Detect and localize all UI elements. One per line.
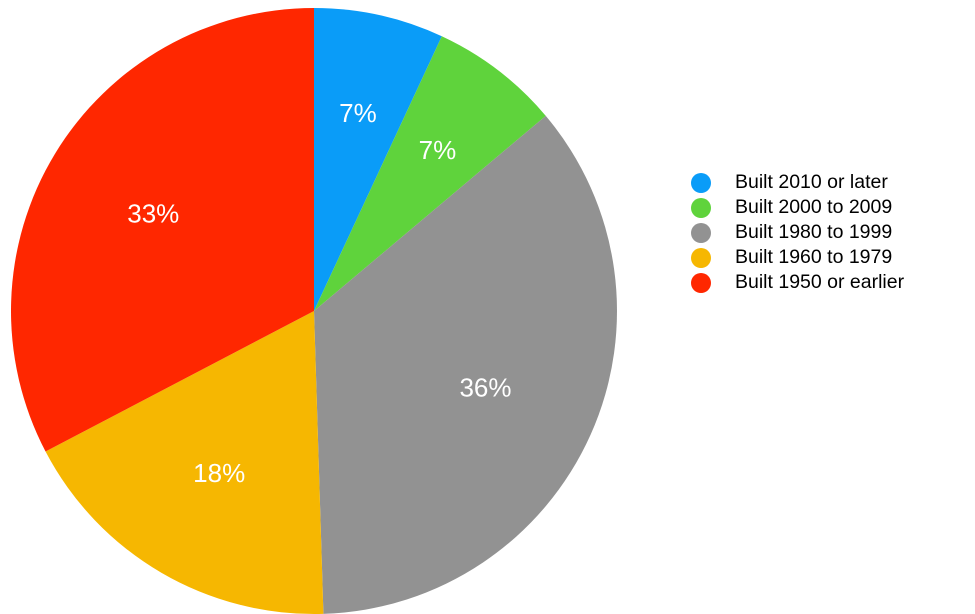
- legend-swatch: [691, 247, 711, 268]
- pie-slice: [314, 8, 442, 311]
- slice-value-label: 18%: [193, 458, 245, 488]
- legend-swatch: [691, 272, 711, 293]
- slice-value-label: 7%: [419, 135, 457, 165]
- legend-label: Built 1950 or earlier: [735, 271, 905, 293]
- legend-item: Built 1950 or earlier: [691, 270, 904, 295]
- legend-label: Built 1960 to 1979: [735, 246, 893, 268]
- pie-slice: [11, 8, 314, 452]
- pie-slice: [314, 115, 617, 614]
- legend-swatch: [691, 172, 711, 193]
- legend-label: Built 2010 or later: [735, 171, 888, 193]
- legend: Built 2010 or later Built 2000 to 2009 B…: [691, 170, 904, 295]
- legend-label: Built 1980 to 1999: [735, 221, 893, 243]
- legend-item: Built 2010 or later: [691, 170, 904, 195]
- legend-swatch: [691, 222, 711, 243]
- slice-value-label: 7%: [339, 98, 377, 128]
- legend-item: Built 1960 to 1979: [691, 245, 904, 270]
- legend-item: Built 2000 to 2009: [691, 195, 904, 220]
- legend-label: Built 2000 to 2009: [735, 196, 893, 218]
- slice-value-label: 33%: [127, 199, 179, 229]
- legend-swatch: [691, 197, 711, 218]
- legend-item: Built 1980 to 1999: [691, 220, 904, 245]
- slice-value-label: 36%: [459, 373, 511, 403]
- pie-slice: [314, 36, 546, 311]
- pie-slice: [45, 311, 324, 614]
